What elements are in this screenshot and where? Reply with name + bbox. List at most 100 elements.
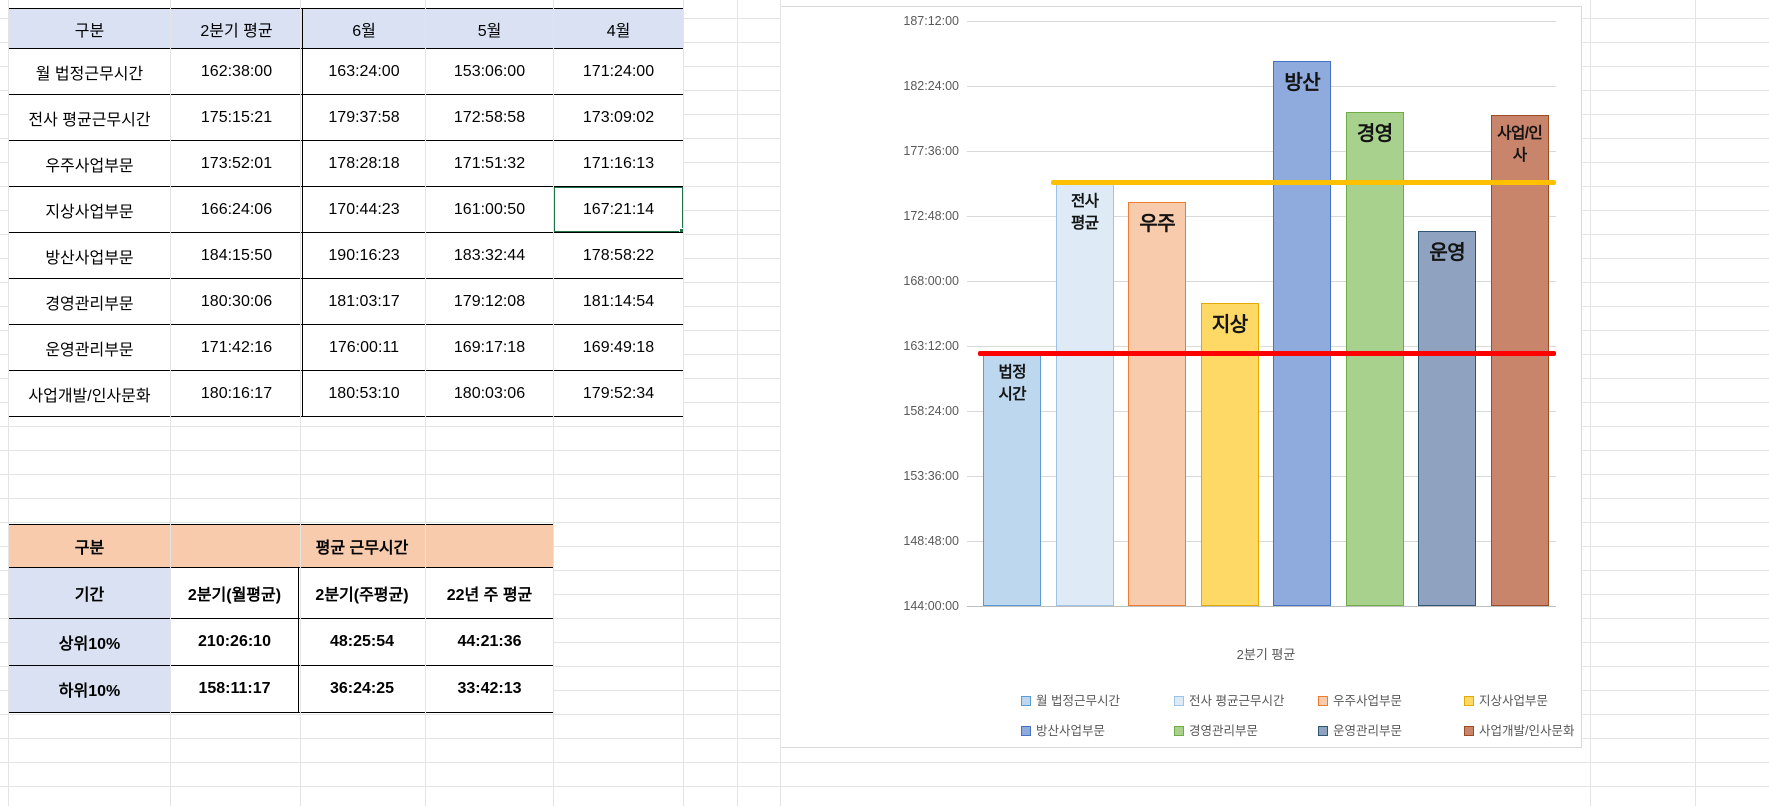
legend-label: 사업개발/인사문화 [1479,724,1575,738]
value-cell[interactable]: 171:16:13 [553,140,684,187]
legend-item[interactable]: 운영관리부문 [1318,720,1402,739]
value-cell[interactable]: 36:24:25 [298,665,426,713]
column-header-cell[interactable]: 5월 [425,8,554,49]
legend-swatch [1464,726,1474,736]
chart-bar-4[interactable]: 지상 [1200,302,1259,606]
column-header-cell[interactable]: 4월 [553,8,684,49]
row-header-cell[interactable]: 전사 평균근무시간 [8,94,171,141]
chart-bar-3[interactable]: 우주 [1128,201,1187,606]
monthly-worktime-table[interactable]: 구분 2분기 평균 6월 5월 4월 월 법정근무시간 162:38:00 163:24:00… [8,8,684,417]
column-header-cell[interactable]: 6월 [302,8,426,49]
value-cell[interactable]: 162:38:00 [170,48,303,95]
value-cell[interactable]: 158:11:17 [170,665,299,713]
value-cell[interactable]: 190:16:23 [302,232,426,279]
value-cell[interactable]: 169:17:18 [425,324,554,371]
bar-label: 사업/인사 [1497,124,1543,165]
period-header-cell[interactable]: 2분기(주평균) [298,567,426,619]
legend-item[interactable]: 월 법정근무시간 [1021,690,1120,709]
corner-header-cell[interactable]: 구분 [8,524,171,568]
table-row: 월 법정근무시간 162:38:00 163:24:00 153:06:00 171:2… [8,48,684,95]
value-cell[interactable]: 179:37:58 [302,94,426,141]
period-header-row: 기간 2분기(월평균) 2분기(주평균) 22년 주 평균 [8,567,554,619]
chart-bar-1[interactable]: 법정 시간 [983,353,1042,606]
table-row: 방산사업부문 184:15:50 190:16:23 183:32:44 178:58:… [8,232,684,279]
value-cell[interactable]: 180:30:06 [170,278,303,325]
legend-item[interactable]: 지상사업부문 [1464,690,1548,709]
y-axis-tick-label: 163:12:00 [903,339,959,353]
value-cell[interactable]: 171:42:16 [170,324,303,371]
value-cell[interactable]: 181:03:17 [302,278,426,325]
table-row: 지상사업부문 166:24:06 170:44:23 161:00:50 167:21:… [8,186,684,233]
value-cell[interactable]: 171:51:32 [425,140,554,187]
sheet-gridline [780,0,781,806]
table-row: 사업개발/인사문화 180:16:17 180:53:10 180:03:06 179:… [8,370,684,417]
chart-gridline [967,606,1556,607]
period-header-cell[interactable]: 22년 주 평균 [425,567,554,619]
value-cell[interactable]: 176:00:11 [302,324,426,371]
chart-gridline [967,86,1556,87]
sheet-gridline [737,0,738,806]
company-avg-line[interactable] [1050,180,1556,186]
value-cell[interactable]: 163:24:00 [302,48,426,95]
chart-bar-2[interactable]: 전사 평균 [1055,182,1114,606]
row-header-cell[interactable]: 우주사업부문 [8,140,171,187]
chart-bar-5[interactable]: 방산 [1273,60,1332,606]
legend-item[interactable]: 우주사업부문 [1318,690,1402,709]
value-cell[interactable]: 153:06:00 [425,48,554,95]
row-header-cell[interactable]: 경영관리부문 [8,278,171,325]
legal-hours-line[interactable] [978,351,1556,357]
period-label-cell[interactable]: 기간 [8,567,171,619]
value-cell[interactable]: 184:15:50 [170,232,303,279]
chart-bar-7[interactable]: 운영 [1418,230,1477,606]
value-cell[interactable]: 179:12:08 [425,278,554,325]
value-cell[interactable]: 173:52:01 [170,140,303,187]
column-header-cell[interactable]: 2분기 평균 [170,8,303,49]
value-cell[interactable]: 171:24:00 [553,48,684,95]
percentile-worktime-table[interactable]: 구분 평균 근무시간 기간 2분기(월평균) 2분기(주평균) 22년 주 평균 상위10%… [8,524,554,713]
legend-item[interactable]: 전사 평균근무시간 [1174,690,1284,709]
value-cell[interactable]: 161:00:50 [425,186,554,233]
value-cell[interactable]: 44:21:36 [425,618,554,666]
row-header-cell[interactable]: 운영관리부문 [8,324,171,371]
legend-swatch [1174,696,1184,706]
legend-item[interactable]: 사업개발/인사문화 [1464,720,1574,739]
period-header-cell[interactable]: 2분기(월평균) [170,567,299,619]
sheet-gridline [170,0,171,806]
chart-bar-8[interactable]: 사업/인사 [1490,114,1549,606]
value-cell[interactable]: 166:24:06 [170,186,303,233]
percentile-label-cell[interactable]: 상위10% [8,618,171,666]
value-cell[interactable]: 175:15:21 [170,94,303,141]
selected-cell[interactable]: 167:21:14 [553,186,684,233]
value-cell[interactable]: 210:26:10 [170,618,299,666]
percentile-label-cell[interactable]: 하위10% [8,665,171,713]
legend-label: 지상사업부문 [1479,694,1549,708]
value-cell[interactable]: 183:32:44 [425,232,554,279]
value-cell[interactable]: 179:52:34 [553,370,684,417]
quarterly-average-bar-chart[interactable]: 2분기 평균 187:12:00 182:24:00 177:36:00 172:48… [780,6,1582,748]
value-cell[interactable]: 170:44:23 [302,186,426,233]
value-cell[interactable]: 169:49:18 [553,324,684,371]
value-cell[interactable]: 180:53:10 [302,370,426,417]
chart-gridline [967,21,1556,22]
row-header-cell[interactable]: 월 법정근무시간 [8,48,171,95]
row-header-cell[interactable]: 사업개발/인사문화 [8,370,171,417]
value-cell[interactable]: 180:03:06 [425,370,554,417]
y-axis-tick-label: 177:36:00 [903,144,959,158]
value-cell[interactable]: 178:58:22 [553,232,684,279]
chart-bar-6[interactable]: 경영 [1345,111,1404,606]
value-cell[interactable]: 172:58:58 [425,94,554,141]
legend-item[interactable]: 방산사업부문 [1021,720,1105,739]
value-cell[interactable]: 181:14:54 [553,278,684,325]
row-header-cell[interactable]: 지상사업부문 [8,186,171,233]
value-cell[interactable]: 48:25:54 [298,618,426,666]
value-cell[interactable]: 180:16:17 [170,370,303,417]
legend-swatch [1021,696,1031,706]
column-header-cell[interactable]: 구분 [8,8,171,49]
value-cell[interactable]: 173:09:02 [553,94,684,141]
sheet-gridline [683,0,684,806]
row-header-cell[interactable]: 방산사업부문 [8,232,171,279]
span-header-cell[interactable]: 평균 근무시간 [170,524,554,568]
value-cell[interactable]: 178:28:18 [302,140,426,187]
value-cell[interactable]: 33:42:13 [425,665,554,713]
legend-item[interactable]: 경영관리부문 [1174,720,1258,739]
